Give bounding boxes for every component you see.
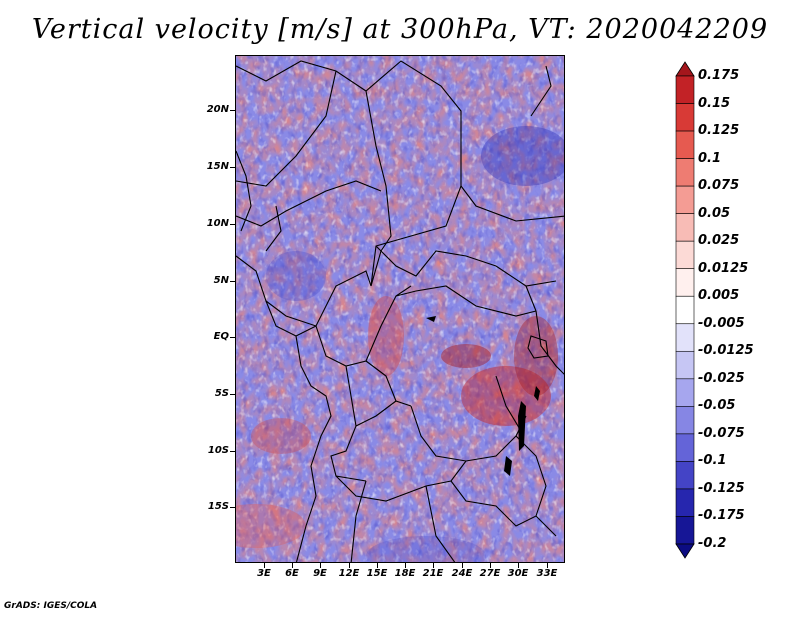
vertical-velocity-field [236,56,564,562]
colorbar-bin [675,185,695,214]
lat-label: 10S [207,445,229,456]
colorbar-bin [675,323,695,352]
lon-label: 30E [507,568,529,579]
lon-label: 21E [422,568,444,579]
colorbar-level-label: -0.175 [698,508,745,524]
colorbar-level-label: 0.0125 [698,260,749,276]
colorbar-bin [675,406,695,435]
colorbar-max-arrow [675,61,695,77]
colorbar-bin [675,488,695,517]
lat-label: 5N [213,275,229,286]
lon-label: 9E [313,568,327,579]
colorbar-level-label: 0.025 [698,233,740,249]
colorbar-level-label: -0.1 [698,453,727,469]
colorbar-bin [675,516,695,545]
colorbar-level-label: 0.005 [698,288,740,304]
colorbar-level-label: 0.1 [698,150,722,166]
lat-label: 15S [207,501,229,512]
lon-label: 12E [338,568,360,579]
colorbar-level-label: -0.075 [698,425,745,441]
lon-label: 15E [366,568,388,579]
lakes [426,316,549,476]
lat-label: 20N [206,104,229,115]
colorbar-bin [675,350,695,380]
lon-label: 27E [479,568,501,579]
lon-label: 3E [257,568,271,579]
colorbar-bin [675,75,695,104]
lon-label: 24E [451,568,473,579]
colorbar-bin [675,378,695,407]
colorbar-bin [675,240,695,270]
colorbar-level-label: 0.05 [698,205,731,221]
colorbar-bin [675,213,695,242]
grads-credit: GrADS: IGES/COLA [4,601,98,611]
lat-label: EQ [213,331,229,342]
colorbar-bin [675,433,695,462]
colorbar-bin [675,295,695,325]
colorbar-bin [675,461,695,490]
colorbar-level-label: -0.0125 [698,343,754,359]
colorbar-min-arrow [675,543,695,559]
colorbar-bin [675,130,695,159]
colorbar-level-label: -0.025 [698,370,745,386]
colorbar-bin [675,158,695,187]
colorbar-level-label: -0.2 [698,536,727,551]
colorbar [675,61,695,559]
lat-label: 10N [206,218,229,229]
lon-label: 33E [536,568,558,579]
colorbar-bin [675,268,695,297]
colorbar-level-label: 0.075 [698,178,740,194]
country-borders [236,60,564,562]
colorbar-level-label: -0.05 [698,398,736,414]
lat-label: 5S [214,388,229,399]
lat-label: 15N [206,161,229,172]
lon-label: 18E [394,568,416,579]
colorbar-level-label: 0.175 [698,68,740,83]
map-title: Vertical velocity [m/s] at 300hPa, VT: 2… [31,14,769,45]
lon-label: 6E [285,568,299,579]
colorbar-level-label: -0.005 [698,315,745,331]
colorbar-level-label: 0.125 [698,123,740,139]
map-plot-area[interactable] [235,55,565,563]
colorbar-bin [675,103,695,132]
colorbar-level-label: 0.15 [698,95,731,111]
colorbar-level-label: -0.125 [698,480,745,496]
